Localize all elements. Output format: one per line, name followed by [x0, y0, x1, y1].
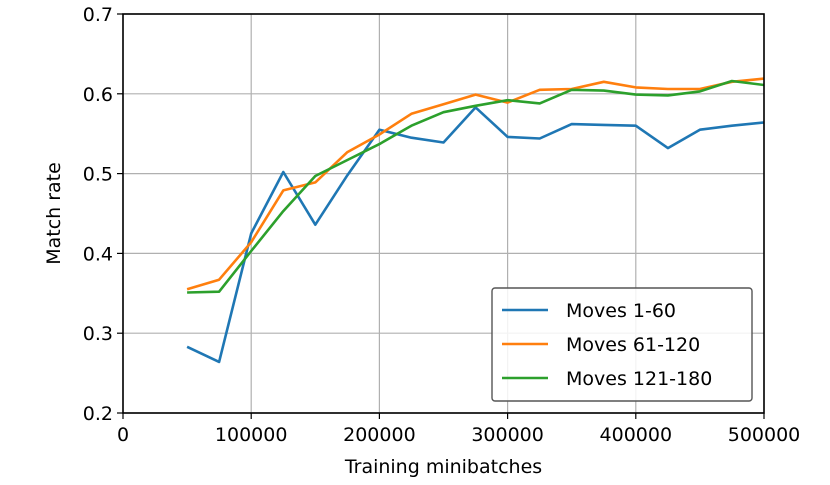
y-axis-label: Match rate [43, 162, 65, 265]
series-line-2 [186, 77, 765, 291]
legend-label-2: Moves 61-120 [566, 334, 700, 356]
y-tick-label: 0.7 [83, 4, 113, 26]
x-axis-label: Training minibatches [344, 456, 542, 478]
y-tick-label: 0.5 [83, 164, 113, 186]
y-tick-label: 0.3 [83, 323, 113, 345]
y-tick-label: 0.2 [83, 403, 113, 425]
series-lines [186, 77, 765, 364]
plot-frame [122, 13, 765, 414]
legend-label-1: Moves 1-60 [566, 300, 676, 322]
legend: Moves 1-60 Moves 61-120 Moves 121-180 [491, 287, 753, 402]
series-line-1 [186, 106, 765, 364]
series-line-3 [187, 79, 765, 294]
y-axis-ticks: 0.2 0.3 0.4 0.5 0.6 0.7 [83, 4, 123, 425]
legend-label-3: Moves 121-180 [566, 368, 712, 390]
x-tick-label: 300000 [471, 424, 544, 446]
x-tick-label: 200000 [343, 424, 416, 446]
y-tick-label: 0.6 [83, 84, 113, 106]
x-tick-label: 500000 [728, 424, 801, 446]
x-axis-ticks: 0 100000 200000 300000 400000 500000 [117, 413, 800, 446]
legend-box [491, 287, 753, 402]
x-tick-label: 100000 [215, 424, 288, 446]
x-tick-label: 0 [117, 424, 129, 446]
y-tick-label: 0.4 [83, 243, 113, 265]
x-tick-label: 400000 [600, 424, 673, 446]
